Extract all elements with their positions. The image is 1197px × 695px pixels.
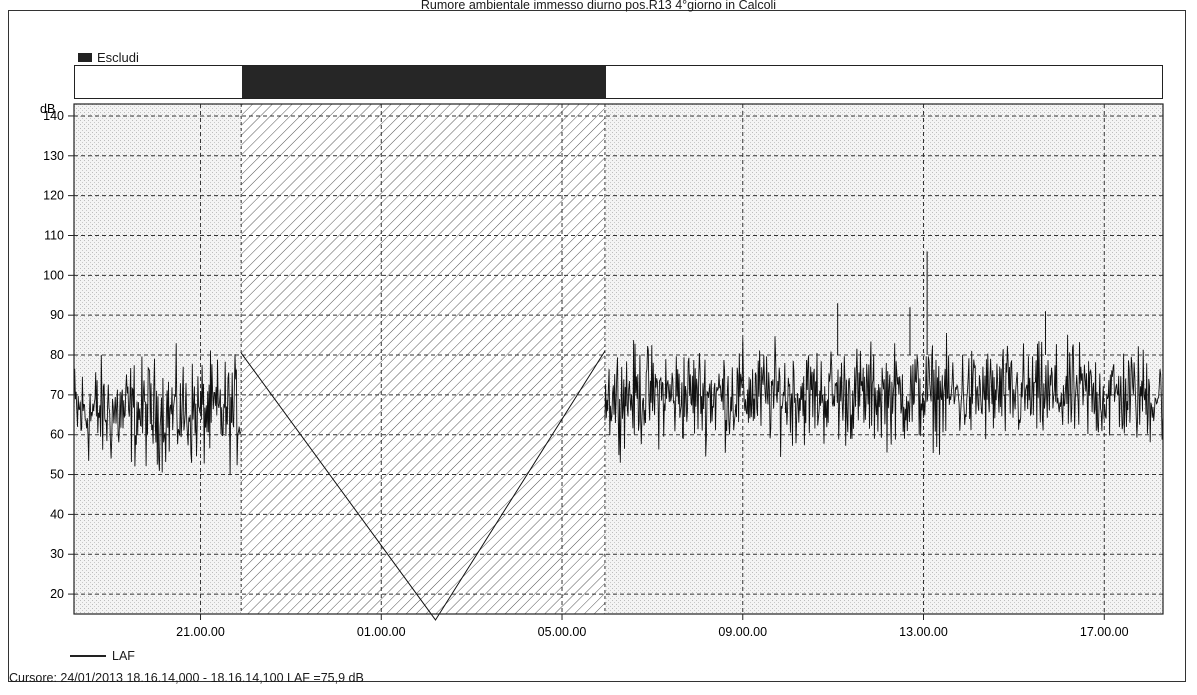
y-tick-label: 80: [50, 348, 64, 362]
exclude-swatch-icon: [78, 53, 92, 62]
y-tick-label: 140: [43, 109, 64, 123]
y-tick-label: 50: [50, 468, 64, 482]
plot-background: [74, 104, 1163, 614]
y-tick-label: 60: [50, 428, 64, 442]
plot-border: [73, 103, 1164, 615]
series-legend-line-icon: [70, 655, 106, 657]
x-tick-label: 13.00.00: [899, 625, 948, 639]
chart-title: Rumore ambientale immesso diurno pos.R13…: [420, 0, 777, 12]
y-tick-label: 130: [43, 149, 64, 163]
x-tick-label: 09.00.00: [718, 625, 767, 639]
y-tick-label: 20: [50, 587, 64, 601]
series-laf-noise[interactable]: [604, 332, 1164, 463]
exclude-block[interactable]: [242, 66, 606, 98]
y-axis-unit-label: dB: [40, 102, 55, 116]
chart-frame: [8, 10, 1186, 682]
series-laf-noise[interactable]: [73, 343, 242, 476]
y-tick-label: 40: [50, 507, 64, 521]
y-tick-label: 110: [44, 228, 64, 242]
series-legend-label: LAF: [112, 649, 135, 663]
x-tick-label: 17.00.00: [1080, 625, 1129, 639]
exclude-legend[interactable]: Escludi: [78, 50, 139, 65]
y-tick-label: 120: [43, 189, 64, 203]
y-tick-label: 90: [50, 308, 64, 322]
x-tick-label: 21.00.00: [176, 625, 225, 639]
y-tick-label: 100: [43, 268, 64, 282]
y-tick-label: 30: [50, 547, 64, 561]
cursor-readout: Cursore: 24/01/2013 18.16.14,000 - 18.16…: [9, 671, 364, 685]
exclude-strip[interactable]: [74, 65, 1163, 99]
excluded-region[interactable]: [241, 104, 605, 614]
exclude-label: Escludi: [97, 50, 139, 65]
series-legend: LAF: [70, 649, 135, 663]
x-tick-label: 01.00.00: [357, 625, 406, 639]
y-tick-label: 70: [50, 388, 64, 402]
series-laf-bridge: [240, 350, 606, 621]
x-tick-label: 05.00.00: [538, 625, 587, 639]
